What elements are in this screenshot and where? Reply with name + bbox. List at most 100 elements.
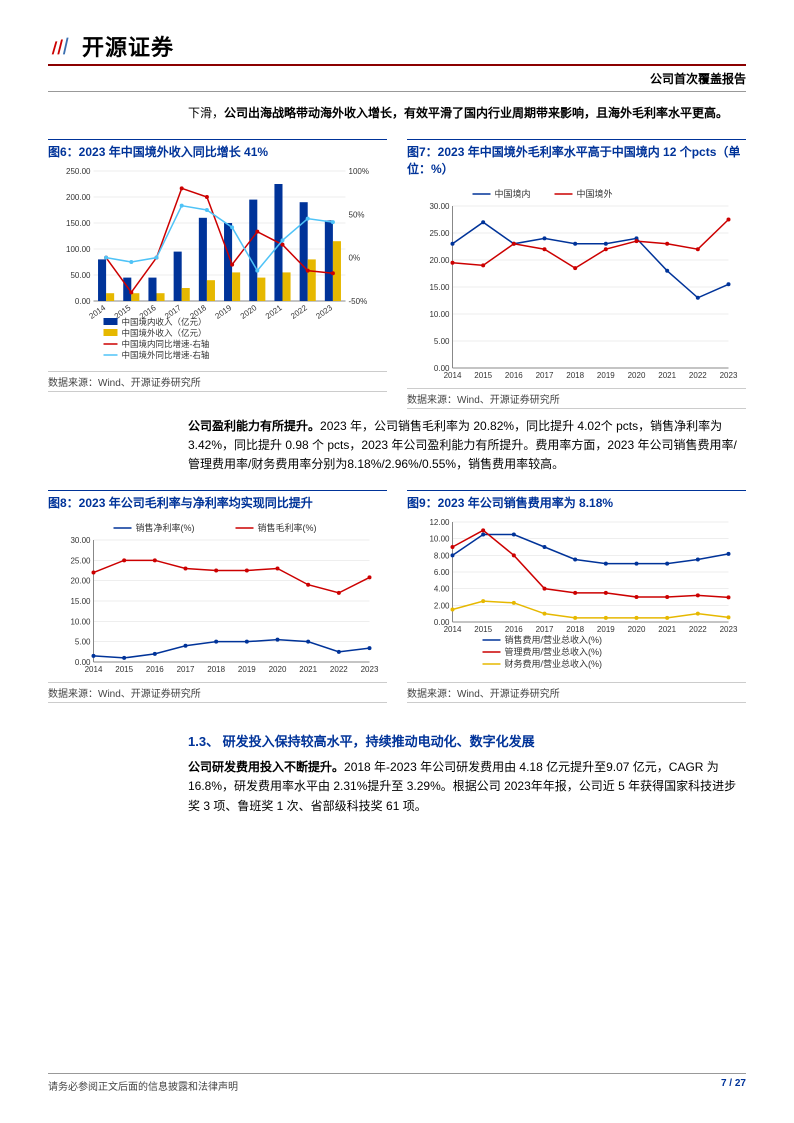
svg-text:2014: 2014	[444, 625, 462, 634]
chart6-source: 数据来源：Wind、开源证券研究所	[48, 371, 387, 392]
svg-text:2022: 2022	[689, 625, 707, 634]
chart7-source: 数据来源：Wind、开源证券研究所	[407, 388, 746, 409]
chart9-svg: 0.002.004.006.008.0010.0012.002014201520…	[407, 518, 746, 678]
svg-text:2019: 2019	[597, 625, 615, 634]
svg-text:中国境内收入（亿元）: 中国境内收入（亿元）	[122, 317, 207, 327]
svg-text:2014: 2014	[444, 371, 462, 380]
chart9-title: 图9：2023 年公司销售费用率为 8.18%	[407, 490, 746, 512]
chart8-box: 图8：2023 年公司毛利率与净利率均实现同比提升 0.005.0010.001…	[48, 490, 387, 703]
svg-text:2023: 2023	[720, 625, 738, 634]
footer-disclaimer: 请务必参阅正文后面的信息披露和法律声明	[48, 1078, 238, 1093]
svg-text:2023: 2023	[720, 371, 738, 380]
svg-text:2022: 2022	[689, 371, 707, 380]
svg-text:销售费用/营业总收入(%): 销售费用/营业总收入(%)	[505, 634, 603, 645]
svg-text:2018: 2018	[566, 371, 584, 380]
intro-paragraph: 下滑，公司出海战略带动海外收入增长，有效平滑了国内行业周期带来影响，且海外毛利率…	[188, 104, 746, 123]
svg-text:10.00: 10.00	[70, 617, 91, 626]
company-logo	[48, 32, 76, 60]
svg-text:2017: 2017	[177, 665, 195, 674]
svg-text:150.00: 150.00	[66, 219, 91, 228]
intro-text-1: 下滑，	[188, 106, 224, 120]
svg-text:2016: 2016	[505, 371, 523, 380]
svg-text:10.00: 10.00	[429, 310, 450, 319]
document-type: 公司首次覆盖报告	[48, 70, 746, 92]
svg-text:2014: 2014	[85, 665, 103, 674]
svg-text:200.00: 200.00	[66, 193, 91, 202]
svg-text:5.00: 5.00	[434, 337, 450, 346]
chart6-title: 图6：2023 年中国境外收入同比增长 41%	[48, 139, 387, 161]
footer: 请务必参阅正文后面的信息披露和法律声明 7 / 27	[48, 1073, 746, 1093]
svg-text:2.00: 2.00	[434, 601, 450, 610]
svg-text:4.00: 4.00	[434, 585, 450, 594]
svg-text:中国境外收入（亿元）: 中国境外收入（亿元）	[122, 328, 207, 338]
svg-text:2019: 2019	[214, 303, 234, 321]
svg-text:12.00: 12.00	[429, 518, 450, 527]
svg-text:2021: 2021	[658, 371, 676, 380]
svg-text:2015: 2015	[474, 625, 492, 634]
svg-text:2021: 2021	[658, 625, 676, 634]
svg-text:中国境内: 中国境内	[495, 188, 531, 199]
svg-text:30.00: 30.00	[429, 202, 450, 211]
chart6-svg: 0.00 50.00 100.00 150.00 200.00 250.00 -50% 0% 5…	[48, 167, 387, 367]
svg-text:20.00: 20.00	[429, 256, 450, 265]
svg-text:中国境外同比增速-右轴: 中国境外同比增速-右轴	[122, 350, 210, 360]
svg-text:50.00: 50.00	[70, 271, 91, 280]
svg-text:2019: 2019	[238, 665, 256, 674]
brand-name: 开源证券	[82, 30, 174, 62]
svg-text:财务费用/营业总收入(%): 财务费用/营业总收入(%)	[505, 658, 603, 669]
svg-text:2022: 2022	[289, 303, 309, 321]
svg-text:2017: 2017	[536, 371, 554, 380]
svg-text:20.00: 20.00	[70, 577, 91, 586]
page-number: 7 / 27	[721, 1078, 746, 1093]
svg-text:2023: 2023	[361, 665, 379, 674]
svg-text:15.00: 15.00	[70, 597, 91, 606]
svg-text:25.00: 25.00	[429, 229, 450, 238]
svg-text:中国境内同比增速-右轴: 中国境内同比增速-右轴	[122, 339, 210, 349]
svg-text:2018: 2018	[566, 625, 584, 634]
svg-text:0%: 0%	[349, 254, 361, 263]
chart7-title: 图7：2023 年中国境外毛利率水平高于中国境内 12 个pcts（单位：%）	[407, 139, 746, 178]
chart8-svg: 0.005.0010.0015.0020.0025.0030.002014201…	[48, 518, 387, 678]
svg-text:5.00: 5.00	[75, 638, 91, 647]
svg-text:25.00: 25.00	[70, 556, 91, 565]
svg-text:2020: 2020	[239, 303, 259, 321]
section-1-3-para: 公司研发费用投入不断提升。2018 年-2023 年公司研发费用由 4.18 亿…	[188, 758, 746, 816]
svg-text:-50%: -50%	[349, 297, 368, 306]
svg-text:2020: 2020	[269, 665, 287, 674]
svg-text:30.00: 30.00	[70, 536, 91, 545]
intro-bold: 公司出海战略带动海外收入增长，有效平滑了国内行业周期带来影响，且海外毛利率水平更…	[224, 106, 728, 120]
svg-text:2022: 2022	[330, 665, 348, 674]
svg-text:6.00: 6.00	[434, 568, 450, 577]
mid-bold: 公司盈利能力有所提升。	[188, 419, 320, 433]
svg-text:100%: 100%	[349, 167, 369, 176]
svg-text:250.00: 250.00	[66, 167, 91, 176]
svg-text:2020: 2020	[628, 625, 646, 634]
svg-text:2017: 2017	[536, 625, 554, 634]
svg-text:2016: 2016	[505, 625, 523, 634]
charts-row-1: 图6：2023 年中国境外收入同比增长 41% 0.00 50.00 100.00 1…	[48, 139, 746, 409]
svg-text:2015: 2015	[474, 371, 492, 380]
header: 开源证券	[48, 30, 746, 66]
svg-text:2023: 2023	[314, 303, 334, 321]
svg-text:管理费用/营业总收入(%): 管理费用/营业总收入(%)	[505, 646, 603, 657]
svg-text:2018: 2018	[207, 665, 225, 674]
svg-text:2016: 2016	[146, 665, 164, 674]
svg-text:100.00: 100.00	[66, 245, 91, 254]
svg-text:10.00: 10.00	[429, 535, 450, 544]
chart8-source: 数据来源：Wind、开源证券研究所	[48, 682, 387, 703]
svg-text:50%: 50%	[349, 210, 365, 219]
charts-row-2: 图8：2023 年公司毛利率与净利率均实现同比提升 0.005.0010.001…	[48, 490, 746, 703]
svg-text:0.00: 0.00	[75, 297, 91, 306]
chart9-box: 图9：2023 年公司销售费用率为 8.18% 0.002.004.006.00…	[407, 490, 746, 703]
section-1-3-title: 1.3、 研发投入保持较高水平，持续推动电动化、数字化发展	[188, 731, 746, 750]
chart7-svg: 0.005.0010.0015.0020.0025.0030.002014201…	[407, 184, 746, 384]
svg-text:销售净利率(%): 销售净利率(%)	[136, 522, 195, 533]
s13-bold: 公司研发费用投入不断提升。	[188, 760, 344, 774]
svg-text:销售毛利率(%): 销售毛利率(%)	[258, 522, 317, 533]
svg-text:15.00: 15.00	[429, 283, 450, 292]
svg-text:2021: 2021	[264, 303, 284, 321]
chart6-box: 图6：2023 年中国境外收入同比增长 41% 0.00 50.00 100.00 1…	[48, 139, 387, 409]
chart9-source: 数据来源：Wind、开源证券研究所	[407, 682, 746, 703]
mid-paragraph: 公司盈利能力有所提升。2023 年，公司销售毛利率为 20.82%，同比提升 4…	[188, 417, 746, 475]
svg-text:2020: 2020	[628, 371, 646, 380]
